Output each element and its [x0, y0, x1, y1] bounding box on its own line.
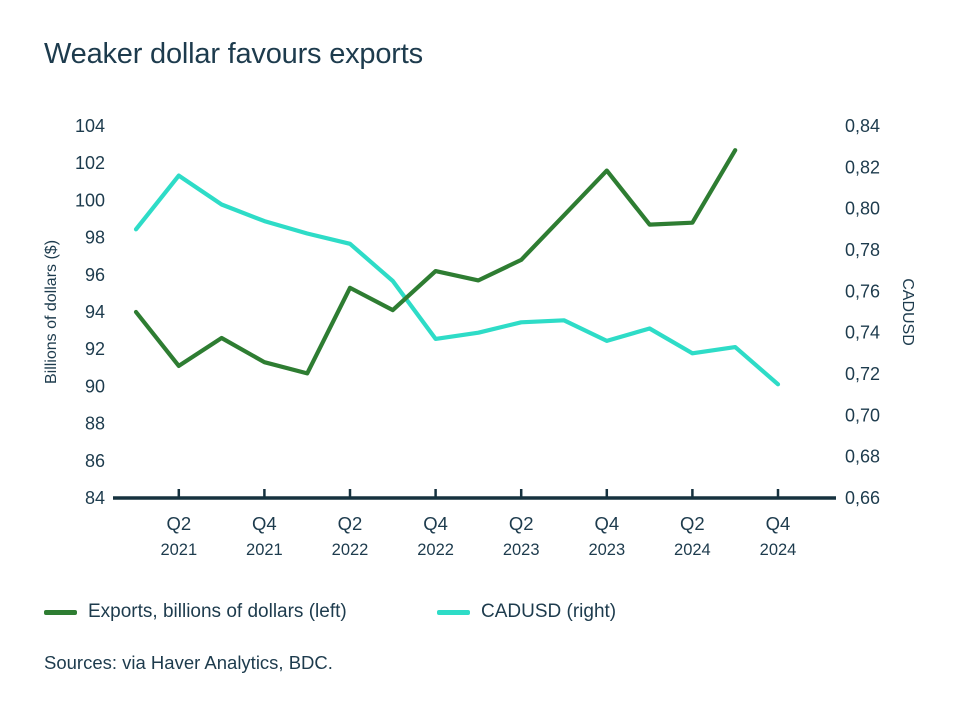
legend-item-exports: Exports, billions of dollars (left)	[44, 598, 347, 626]
right-axis-tick-label: 0,74	[845, 323, 880, 343]
cadusd-line-swatch	[437, 609, 470, 615]
x-axis-year-label: 2024	[760, 541, 797, 559]
right-axis-tick-label: 0,76	[845, 281, 880, 301]
x-axis-quarter-label: Q4	[423, 513, 448, 534]
left-axis-tick-label: 100	[75, 190, 105, 210]
left-axis-tick-label: 88	[85, 414, 105, 434]
right-axis-tick-label: 0,82	[845, 157, 880, 177]
left-axis-tick-label: 98	[85, 228, 105, 248]
legend-item-cadusd: CADUSD (right)	[437, 598, 616, 626]
right-axis-tick-label: 0,66	[845, 488, 880, 508]
x-axis-quarter-label: Q4	[766, 513, 791, 534]
x-axis-quarter-label: Q2	[166, 513, 191, 534]
x-axis-year-label: 2022	[332, 541, 369, 559]
right-axis-title: CADUSD	[899, 278, 916, 346]
chart-title: Weaker dollar favours exports	[44, 38, 423, 70]
left-axis-tick-label: 92	[85, 339, 105, 359]
left-axis-title: Billions of dollars ($)	[43, 240, 60, 384]
right-axis-tick-label: 0,70	[845, 405, 880, 425]
x-axis-quarter-label: Q2	[509, 513, 534, 534]
sources-note: Sources: via Haver Analytics, BDC.	[44, 652, 333, 673]
x-axis-year-label: 2021	[246, 541, 283, 559]
x-axis-quarter-label: Q2	[680, 513, 705, 534]
left-axis-tick-label: 104	[75, 116, 105, 136]
legend-label-exports: Exports, billions of dollars (left)	[88, 601, 347, 622]
x-axis-quarter-label: Q4	[594, 513, 619, 534]
left-axis-tick-label: 94	[85, 302, 105, 322]
left-axis-tick-label: 86	[85, 451, 105, 471]
left-axis-tick-label: 102	[75, 153, 105, 173]
left-axis-tick-label: 84	[85, 488, 105, 508]
right-axis-tick-label: 0,84	[845, 116, 880, 136]
right-axis-tick-label: 0,72	[845, 364, 880, 384]
x-axis-year-label: 2021	[160, 541, 197, 559]
exports-line-swatch	[44, 609, 77, 615]
x-axis-year-label: 2023	[588, 541, 625, 559]
x-axis-year-label: 2024	[674, 541, 711, 559]
x-axis-quarter-label: Q4	[252, 513, 277, 534]
right-axis-tick-label: 0,80	[845, 199, 880, 219]
x-axis-quarter-label: Q2	[338, 513, 363, 534]
right-axis-tick-label: 0,78	[845, 240, 880, 260]
legend-label-cadusd: CADUSD (right)	[481, 601, 617, 622]
left-axis-tick-label: 96	[85, 265, 105, 285]
x-axis-year-label: 2023	[503, 541, 540, 559]
x-axis-year-label: 2022	[417, 541, 454, 559]
left-axis-tick-label: 90	[85, 376, 105, 396]
legend: Exports, billions of dollars (left) CADU…	[0, 598, 960, 626]
exports-line	[133, 148, 738, 376]
cadusd-line	[133, 173, 781, 387]
right-axis-tick-label: 0,68	[845, 447, 880, 467]
